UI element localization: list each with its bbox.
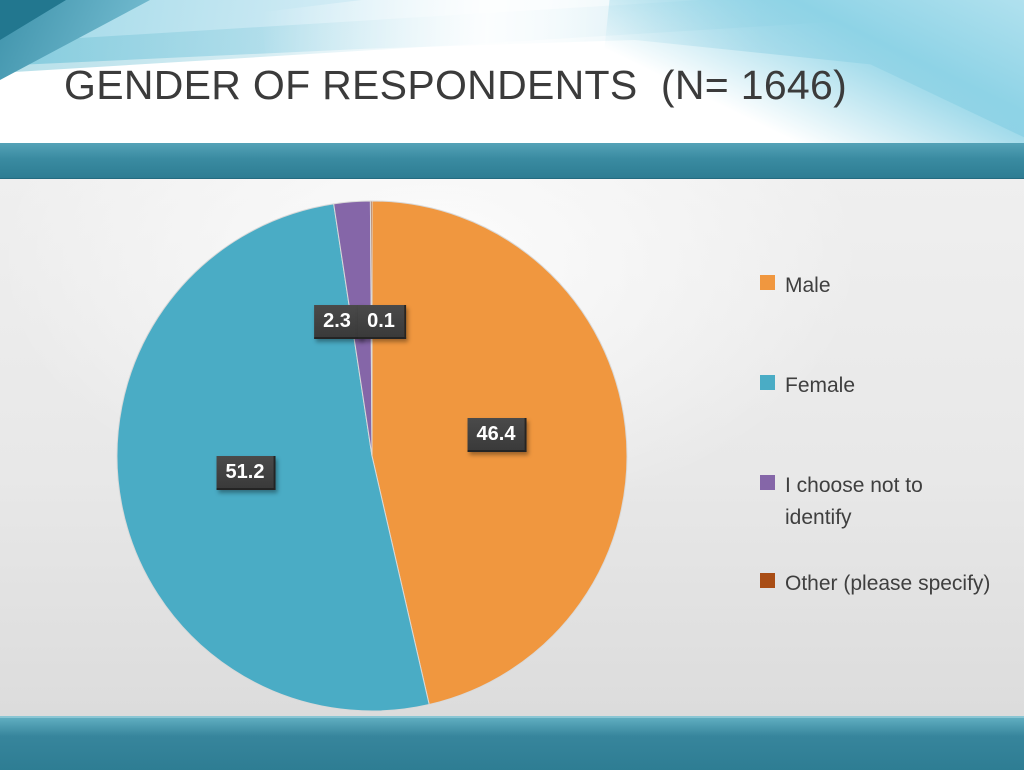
- legend-label-female: Female: [785, 374, 856, 397]
- data-label-male: 46.4: [467, 418, 527, 452]
- legend-item-i-choose-not-to-identify: I choose not to identify: [760, 470, 937, 533]
- legend-item-male: Male: [760, 270, 831, 302]
- data-label-i-choose-not-to-identify: 2.3: [314, 305, 362, 339]
- legend-swatch-other-please-specify: [760, 573, 775, 588]
- pie-chart-svg: [116, 200, 628, 712]
- data-label-other-please-specify: 0.1: [358, 305, 406, 339]
- legend-label-i-choose-not-to-identify: I choose not to identify: [785, 474, 923, 529]
- legend-swatch-i-choose-not-to-identify: [760, 475, 775, 490]
- pie-slice-male: [371, 200, 628, 706]
- legend-swatch-male: [760, 275, 775, 290]
- legend-label-other-please-specify: Other (please specify): [785, 572, 991, 595]
- footer-band: [0, 716, 1024, 770]
- legend-item-female: Female: [760, 370, 855, 402]
- header-decoration: [0, 0, 1024, 143]
- legend-item-other-please-specify: Other (please specify): [760, 568, 990, 600]
- chart-area: 46.4 51.2 2.3 0.1 Male Female I choose not to…: [0, 178, 1024, 716]
- legend-swatch-female: [760, 375, 775, 390]
- slide-title: GENDER OF RESPONDENTS (N= 1646): [64, 62, 848, 108]
- legend-label-male: Male: [785, 274, 831, 297]
- title-underline-band: [0, 143, 1024, 179]
- data-label-female: 51.2: [216, 456, 276, 490]
